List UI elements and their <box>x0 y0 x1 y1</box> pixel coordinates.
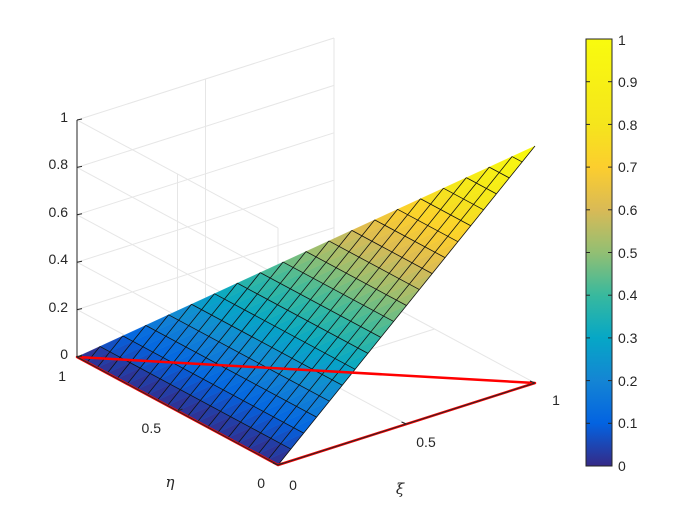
mesh-line <box>511 156 523 163</box>
z-tick-label: 0.6 <box>49 204 69 220</box>
mesh-line <box>466 177 497 195</box>
colorbar: 0 0.1 0.2 0.3 0.4 0.5 0.6 0.7 0.8 0.9 1 <box>585 32 638 474</box>
axes <box>76 118 536 466</box>
mesh-line <box>99 346 292 450</box>
z-tick-label: 0 <box>60 346 68 362</box>
mesh-line <box>147 282 238 396</box>
eta-tick-labels: 0 0.5 1 <box>58 368 265 491</box>
mesh-line <box>237 282 369 354</box>
xi-tick-label: 1 <box>552 392 560 408</box>
mesh-line <box>227 198 421 439</box>
mesh-line <box>106 325 147 374</box>
mesh-line <box>136 293 215 390</box>
xi-tick-label: 0 <box>289 477 297 493</box>
mesh-line <box>177 251 307 412</box>
colorbar-tick-label: 0.9 <box>618 74 638 90</box>
eta-tick-label: 1 <box>58 368 66 384</box>
xi-tick-labels: 0 0.5 1 <box>289 392 560 493</box>
eta-axis-tick <box>76 354 83 358</box>
colorbar-tick-label: 0.2 <box>618 373 638 389</box>
mesh-line <box>328 240 420 290</box>
mesh-line <box>267 156 513 460</box>
mesh-line <box>397 208 459 243</box>
mesh-line <box>247 177 467 450</box>
z-tick-label: 1 <box>60 109 68 125</box>
mesh-line <box>187 240 330 417</box>
z-axis-tick <box>76 308 83 311</box>
mesh-line <box>443 187 484 211</box>
colorbar-tick-label: 0.3 <box>618 330 638 346</box>
z-axis-tick <box>76 165 83 168</box>
colorbar-tick-label: 0.1 <box>618 415 638 431</box>
colorbar-tick-label: 0.6 <box>618 202 638 218</box>
mesh-line <box>86 346 101 363</box>
z-axis-tick <box>76 118 83 121</box>
eta-tick-label: 0.5 <box>142 420 162 436</box>
mesh-line <box>489 166 510 179</box>
mesh-line <box>207 219 376 428</box>
mesh-line <box>167 261 284 406</box>
mesh-line <box>126 303 192 385</box>
colorbar-tick-label: 0.8 <box>618 117 638 133</box>
mesh-line <box>374 219 446 259</box>
colorbar-tick-label: 1 <box>618 32 626 48</box>
mesh-line <box>420 198 471 227</box>
xi-axis-label: ξ <box>396 480 405 498</box>
mesh-line <box>116 314 169 379</box>
xi-axis-tick <box>272 462 279 466</box>
z-tick-label: 0.8 <box>49 156 69 172</box>
colorbar-tick-label: 0.7 <box>618 159 638 175</box>
xi-axis-tick <box>529 380 536 384</box>
mesh-line <box>96 335 124 369</box>
mesh-line <box>145 324 317 418</box>
mesh-line <box>351 230 433 274</box>
xi-axis-tick <box>401 421 407 425</box>
colorbar-tick-label: 0.4 <box>618 287 638 303</box>
z-tick-label: 0.2 <box>49 299 69 315</box>
eta-tick-label: 0 <box>257 475 265 491</box>
mesh-line <box>305 251 407 306</box>
colorbar-fill <box>585 38 613 467</box>
mesh-line <box>282 261 394 322</box>
z-tick-labels: 0 0.2 0.4 0.6 0.8 1 <box>49 109 69 362</box>
xi-tick-label: 0.5 <box>416 434 436 450</box>
colorbar-tick-label: 0 <box>618 458 626 474</box>
mesh-line <box>157 272 261 401</box>
eta-axis-label: η <box>166 473 175 491</box>
colorbar-ticks <box>586 38 612 467</box>
z-tick-label: 0.4 <box>49 251 69 267</box>
colorbar-tick-label: 0.5 <box>618 245 638 261</box>
eta-axis-tick <box>177 408 183 412</box>
z-axis-tick <box>76 213 83 216</box>
surface-mesh <box>76 145 536 466</box>
z-axis-tick <box>76 260 83 263</box>
colorbar-tick-labels: 0 0.1 0.2 0.3 0.4 0.5 0.6 0.7 0.8 0.9 1 <box>618 32 638 474</box>
